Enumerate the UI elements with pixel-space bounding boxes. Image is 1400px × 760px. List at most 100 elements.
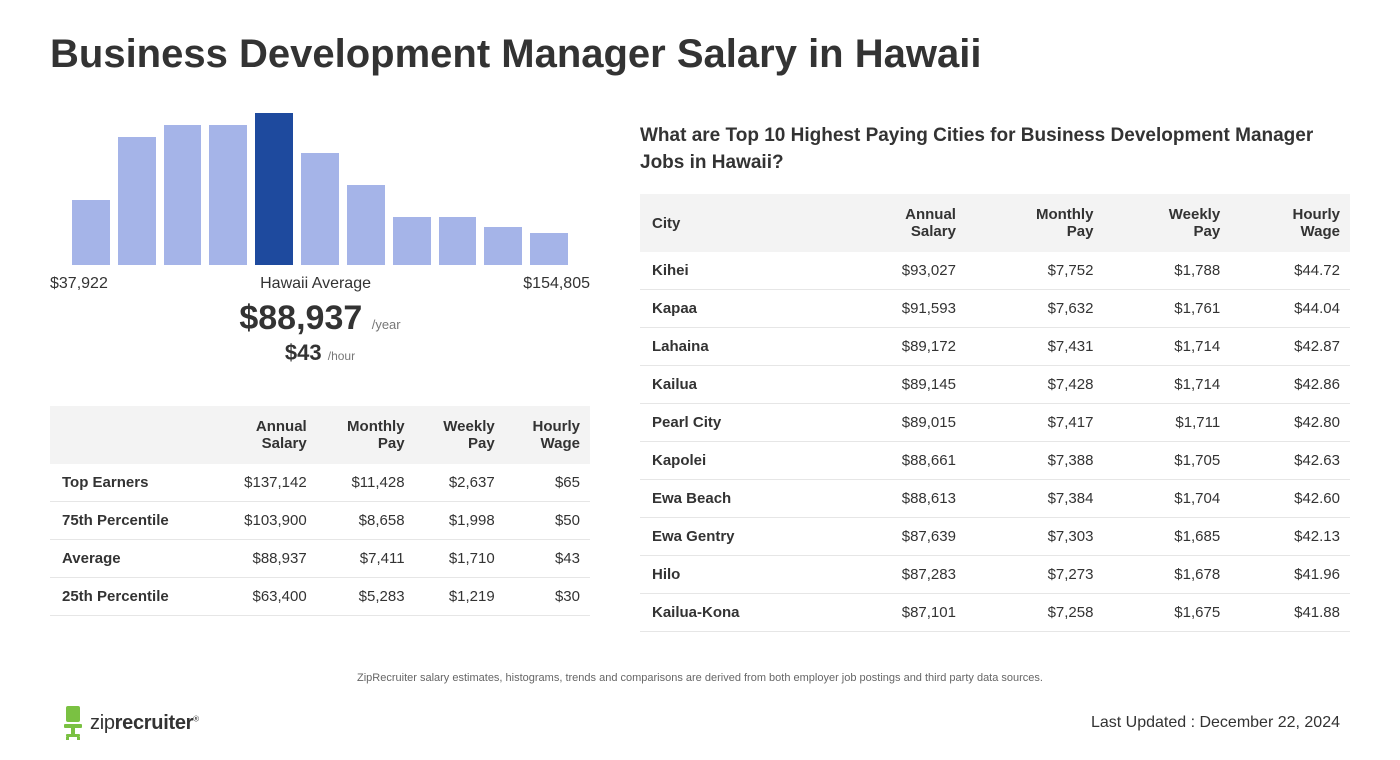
- cities-table: CityAnnualSalaryMonthlyPayWeeklyPayHourl…: [640, 194, 1350, 632]
- table-header: MonthlyPay: [966, 194, 1103, 252]
- table-cell: $42.87: [1230, 328, 1350, 366]
- table-header: City: [640, 194, 834, 252]
- percentile-table: AnnualSalaryMonthlyPayWeeklyPayHourlyWag…: [50, 406, 590, 616]
- table-cell: $1,705: [1103, 442, 1230, 480]
- table-cell: $2,637: [415, 464, 505, 502]
- table-cell: 25th Percentile: [50, 578, 212, 616]
- salary-histogram: $37,922 Hawaii Average $154,805 $88,937 …: [50, 113, 590, 366]
- table-cell: $44.72: [1230, 252, 1350, 290]
- table-cell: $1,788: [1103, 252, 1230, 290]
- ziprecruiter-logo: ziprecruiter®: [60, 706, 199, 740]
- table-header: HourlyWage: [505, 406, 590, 464]
- histogram-bar: [439, 217, 477, 265]
- table-cell: Kapaa: [640, 290, 834, 328]
- table-cell: $63,400: [212, 578, 316, 616]
- histogram-bar: [118, 137, 156, 265]
- table-cell: $44.04: [1230, 290, 1350, 328]
- logo-text: ziprecruiter®: [90, 712, 199, 735]
- table-cell: $1,675: [1103, 594, 1230, 632]
- chair-icon: [60, 706, 86, 740]
- table-row: Lahaina$89,172$7,431$1,714$42.87: [640, 328, 1350, 366]
- table-cell: $89,015: [834, 404, 966, 442]
- table-cell: $1,714: [1103, 366, 1230, 404]
- table-cell: $65: [505, 464, 590, 502]
- table-cell: $41.96: [1230, 556, 1350, 594]
- table-row: 75th Percentile$103,900$8,658$1,998$50: [50, 502, 590, 540]
- histogram-bar: [347, 185, 385, 265]
- table-cell: $93,027: [834, 252, 966, 290]
- table-row: 25th Percentile$63,400$5,283$1,219$30: [50, 578, 590, 616]
- table-cell: $88,937: [212, 540, 316, 578]
- table-cell: $5,283: [317, 578, 415, 616]
- histogram-bar: [255, 113, 293, 265]
- table-cell: $7,303: [966, 518, 1103, 556]
- table-cell: $1,711: [1103, 404, 1230, 442]
- table-header: WeeklyPay: [415, 406, 505, 464]
- table-cell: $1,714: [1103, 328, 1230, 366]
- table-row: Average$88,937$7,411$1,710$43: [50, 540, 590, 578]
- table-cell: Ewa Gentry: [640, 518, 834, 556]
- table-header: MonthlyPay: [317, 406, 415, 464]
- table-row: Hilo$87,283$7,273$1,678$41.96: [640, 556, 1350, 594]
- table-cell: $7,258: [966, 594, 1103, 632]
- table-header: AnnualSalary: [212, 406, 316, 464]
- table-cell: $87,101: [834, 594, 966, 632]
- table-cell: $7,411: [317, 540, 415, 578]
- cities-heading: What are Top 10 Highest Paying Cities fo…: [640, 123, 1350, 176]
- table-cell: Kihei: [640, 252, 834, 290]
- table-cell: 75th Percentile: [50, 502, 212, 540]
- table-row: Kailua-Kona$87,101$7,258$1,675$41.88: [640, 594, 1350, 632]
- histogram-min: $37,922: [50, 275, 108, 293]
- table-cell: $7,632: [966, 290, 1103, 328]
- table-cell: Lahaina: [640, 328, 834, 366]
- table-cell: $1,710: [415, 540, 505, 578]
- table-cell: $43: [505, 540, 590, 578]
- table-cell: $7,431: [966, 328, 1103, 366]
- table-cell: $42.60: [1230, 480, 1350, 518]
- histogram-bar: [393, 217, 431, 265]
- table-cell: $7,384: [966, 480, 1103, 518]
- avg-hourly: $43 /hour: [50, 340, 590, 366]
- table-row: Kihei$93,027$7,752$1,788$44.72: [640, 252, 1350, 290]
- table-cell: $42.63: [1230, 442, 1350, 480]
- histogram-center-label: Hawaii Average: [108, 275, 523, 293]
- table-cell: $1,678: [1103, 556, 1230, 594]
- table-cell: Kailua: [640, 366, 834, 404]
- avg-yearly: $88,937 /year: [50, 299, 590, 338]
- table-row: Pearl City$89,015$7,417$1,711$42.80: [640, 404, 1350, 442]
- table-cell: $89,145: [834, 366, 966, 404]
- table-cell: $89,172: [834, 328, 966, 366]
- table-cell: Kapolei: [640, 442, 834, 480]
- table-cell: $1,704: [1103, 480, 1230, 518]
- table-cell: $7,388: [966, 442, 1103, 480]
- table-cell: $88,661: [834, 442, 966, 480]
- table-header: [50, 406, 212, 464]
- table-cell: $103,900: [212, 502, 316, 540]
- histogram-bar: [530, 233, 568, 265]
- table-header: WeeklyPay: [1103, 194, 1230, 252]
- table-cell: $30: [505, 578, 590, 616]
- table-cell: $42.86: [1230, 366, 1350, 404]
- table-cell: Hilo: [640, 556, 834, 594]
- table-cell: $1,685: [1103, 518, 1230, 556]
- table-row: Ewa Beach$88,613$7,384$1,704$42.60: [640, 480, 1350, 518]
- table-cell: Kailua-Kona: [640, 594, 834, 632]
- table-cell: Pearl City: [640, 404, 834, 442]
- table-cell: $7,752: [966, 252, 1103, 290]
- table-header: HourlyWage: [1230, 194, 1350, 252]
- right-column: What are Top 10 Highest Paying Cities fo…: [640, 113, 1350, 632]
- left-column: $37,922 Hawaii Average $154,805 $88,937 …: [50, 113, 590, 632]
- table-cell: $42.80: [1230, 404, 1350, 442]
- table-cell: $87,639: [834, 518, 966, 556]
- table-cell: $11,428: [317, 464, 415, 502]
- histogram-bar: [209, 125, 247, 265]
- table-cell: $1,998: [415, 502, 505, 540]
- table-cell: $1,219: [415, 578, 505, 616]
- last-updated: Last Updated : December 22, 2024: [1091, 714, 1340, 732]
- table-cell: $7,273: [966, 556, 1103, 594]
- histogram-max: $154,805: [523, 275, 590, 293]
- table-header: AnnualSalary: [834, 194, 966, 252]
- table-row: Kapaa$91,593$7,632$1,761$44.04: [640, 290, 1350, 328]
- table-cell: $91,593: [834, 290, 966, 328]
- table-row: Kapolei$88,661$7,388$1,705$42.63: [640, 442, 1350, 480]
